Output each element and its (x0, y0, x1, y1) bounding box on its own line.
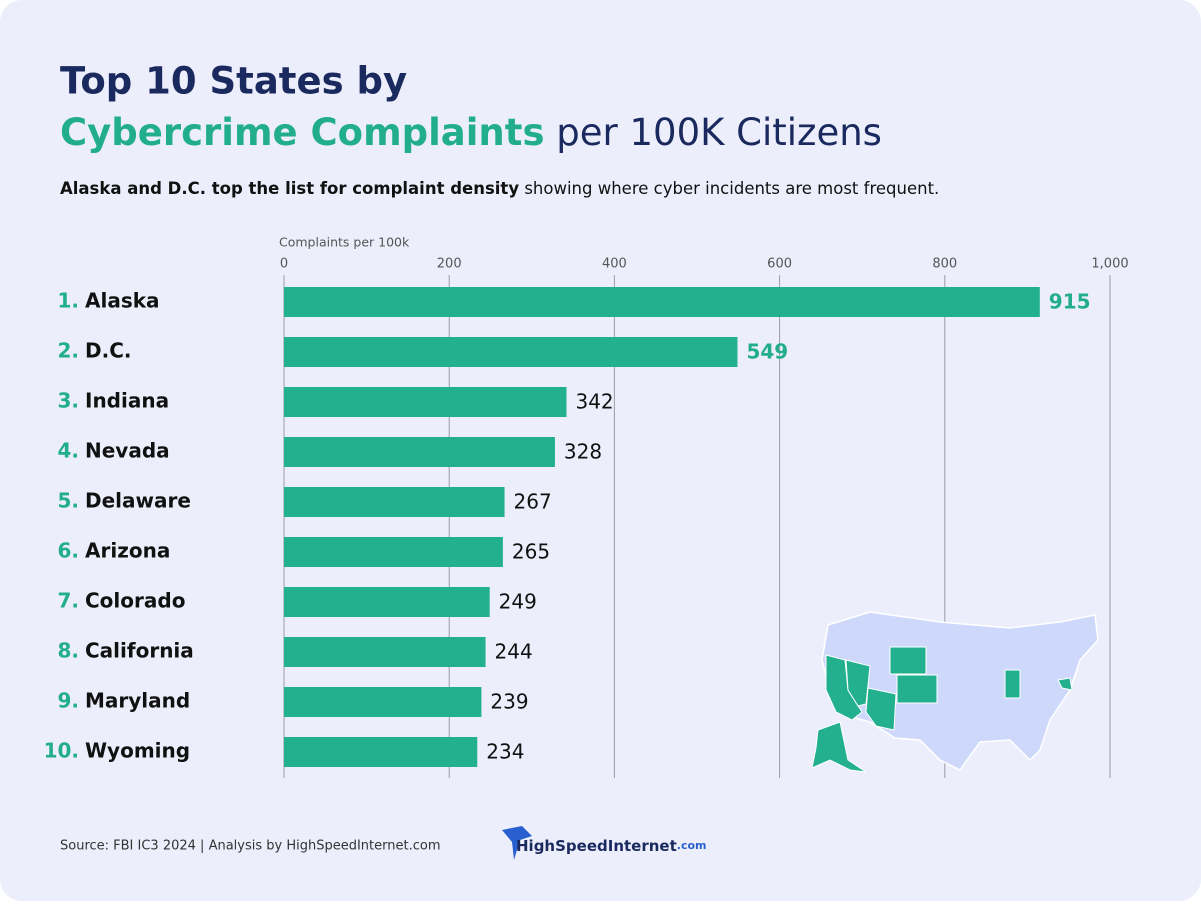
value-label: 342 (575, 390, 613, 414)
rank-label: 2. (57, 339, 79, 363)
rank-label: 7. (57, 589, 79, 613)
rank-label: 4. (57, 439, 79, 463)
rank-label: 9. (57, 689, 79, 713)
rank-label: 3. (57, 389, 79, 413)
x-tick-label: 400 (602, 257, 627, 272)
bar (284, 387, 567, 417)
y-tick-label: Alaska (85, 289, 160, 313)
value-label: 549 (746, 340, 788, 364)
bar (284, 587, 490, 617)
bar (284, 537, 503, 567)
map-state (1057, 677, 1073, 691)
y-tick-label: Delaware (85, 489, 191, 513)
value-label: 234 (486, 740, 524, 764)
rank-label: 6. (57, 539, 79, 563)
map (811, 611, 1099, 773)
bar (284, 687, 482, 717)
value-label: 249 (499, 590, 537, 614)
map-state (825, 654, 863, 721)
y-tick-label: Nevada (85, 439, 170, 463)
subtitle: Alaska and D.C. top the list for complai… (60, 179, 939, 198)
rank-label: 10. (44, 739, 79, 763)
map-state (811, 721, 867, 773)
value-label: 915 (1049, 290, 1091, 314)
value-label: 239 (490, 690, 528, 714)
bar (284, 737, 478, 767)
x-tick-label: 0 (280, 257, 288, 272)
y-tick-label: Wyoming (85, 739, 190, 763)
x-tick-label: 200 (437, 257, 462, 272)
bar (284, 287, 1040, 317)
rank-label: 5. (57, 489, 79, 513)
x-axis-label: Complaints per 100k (279, 235, 410, 250)
logo-suffix: .com (677, 839, 707, 852)
bar (284, 637, 486, 667)
x-tick-label: 800 (932, 257, 957, 272)
value-label: 328 (564, 440, 602, 464)
map-state (845, 659, 871, 707)
bar (284, 437, 555, 467)
logo-main: HighSpeedInternet (516, 837, 677, 855)
rank-label: 8. (57, 639, 79, 663)
subtitle-rest: showing where cyber incidents are most f… (524, 179, 939, 198)
map-state (896, 674, 938, 704)
y-tick-label: Arizona (85, 539, 170, 563)
map-state (1004, 669, 1021, 699)
y-tick-label: California (85, 639, 194, 663)
y-tick-label: Maryland (85, 689, 190, 713)
logo-bird (502, 826, 532, 860)
x-tick-label: 1,000 (1091, 257, 1128, 272)
bar (284, 337, 738, 367)
value-label: 244 (495, 640, 533, 664)
chart-title: Cybercrime Complaints per 100K Citizens (60, 111, 882, 154)
map-state (889, 646, 927, 675)
x-tick-label: 600 (767, 257, 792, 272)
y-tick-label: Colorado (85, 589, 185, 613)
rank-label: 1. (57, 289, 79, 313)
map-state (865, 687, 897, 731)
y-tick-label: Indiana (85, 389, 169, 413)
title-rest: per 100K Citizens (556, 111, 882, 154)
subtitle-bold: Alaska and D.C. top the list for complai… (60, 179, 519, 198)
title-highlight: Cybercrime Complaints (60, 111, 545, 154)
source: Source: FBI IC3 2024 | Analysis by HighS… (60, 839, 441, 854)
value-label: 267 (514, 490, 552, 514)
value-label: 265 (512, 540, 550, 564)
y-tick-label: D.C. (85, 339, 131, 363)
bar (284, 487, 505, 517)
chart-title: Top 10 States by (60, 60, 407, 103)
logo: HighSpeedInternet.com (516, 837, 706, 855)
